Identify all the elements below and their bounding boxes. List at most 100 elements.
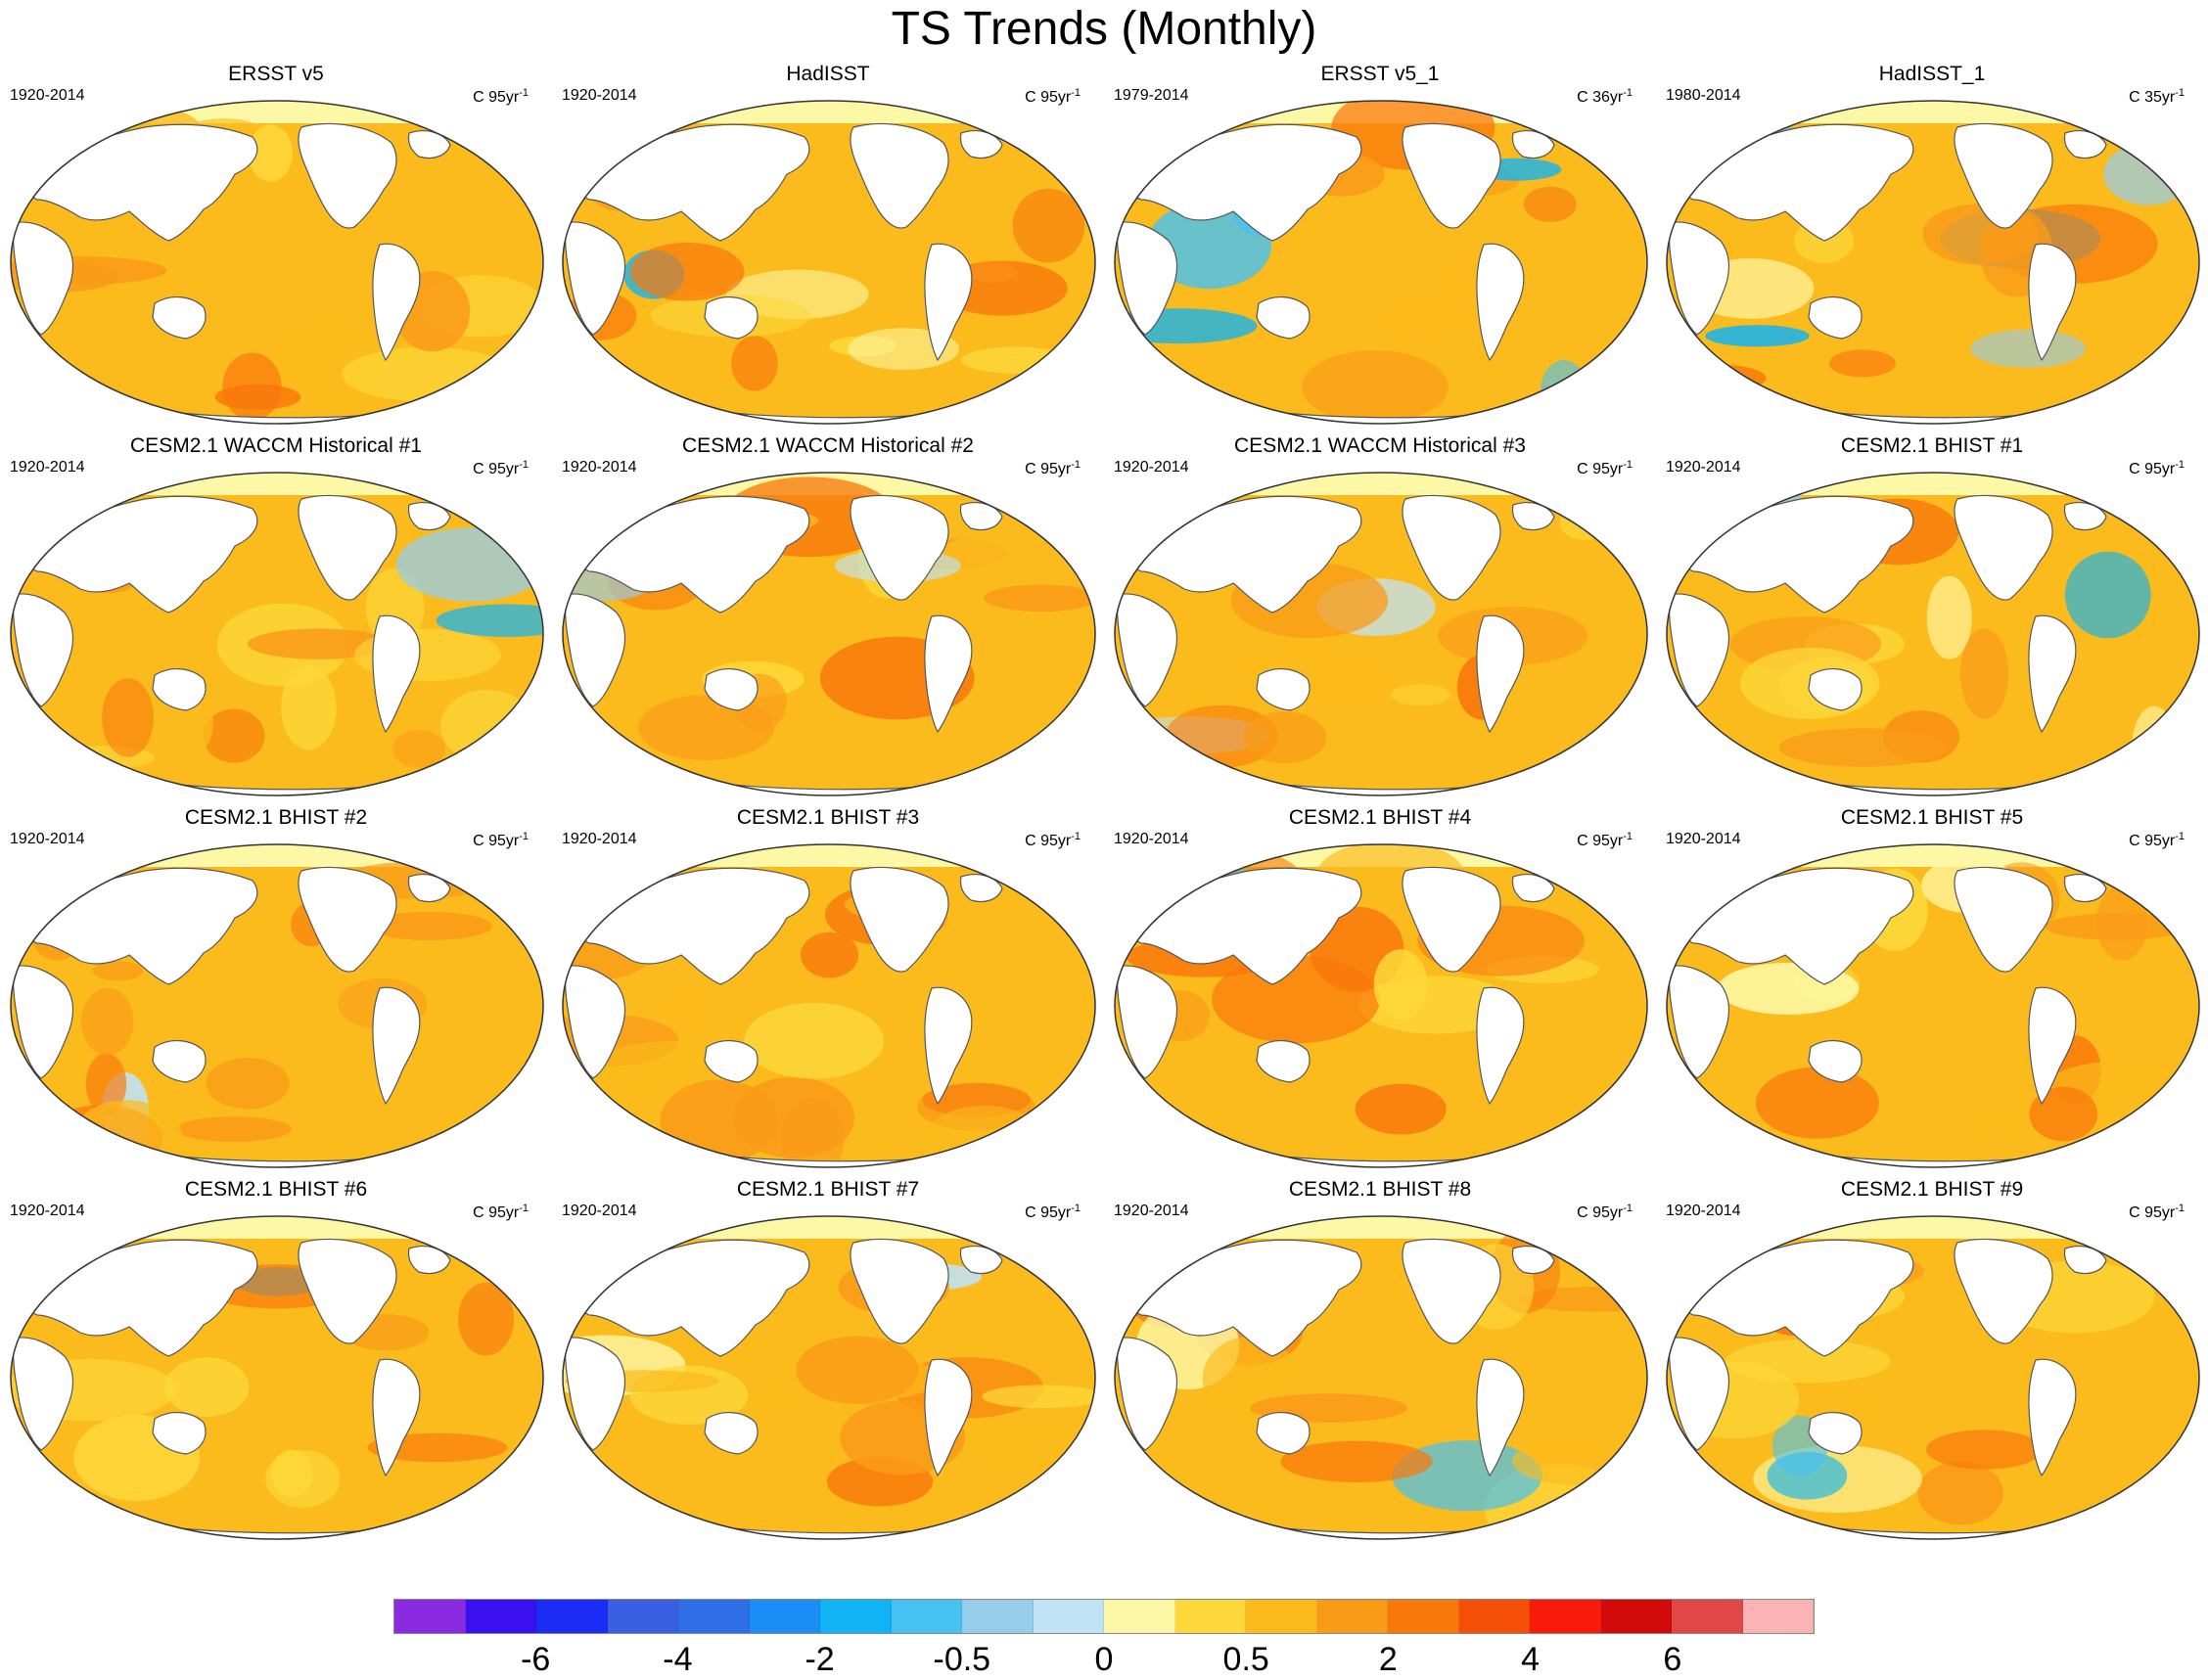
arctic-band	[1667, 101, 2199, 123]
panel-unit-base: C 95yr	[1025, 1204, 1072, 1221]
panel-unit: C 95yr-1	[1025, 826, 1081, 852]
panel-unit: C 95yr-1	[1577, 826, 1633, 852]
robinson-map	[10, 472, 544, 796]
land-mass	[1116, 221, 1178, 336]
trend-anomaly-region	[248, 124, 294, 182]
trend-anomaly-region	[1667, 364, 1767, 392]
land-mass	[704, 1040, 759, 1083]
land-mass	[2028, 1358, 2077, 1477]
panel-title: ERSST v5_1	[1320, 63, 1440, 85]
arctic-band	[11, 1216, 543, 1239]
land-mass	[1256, 1040, 1311, 1083]
land-mass	[1116, 1337, 1178, 1451]
panel-title: HadISST	[786, 63, 870, 85]
trend-anomaly-region	[1947, 1324, 1995, 1373]
land-mass	[1256, 668, 1311, 711]
panel-unit-exponent: -1	[519, 87, 529, 99]
robinson-map	[1666, 1215, 2200, 1540]
map-panel: CESM2.1 BHIST #2 1920-2014 C 95yr-1	[0, 802, 552, 1174]
map-panel: ERSST v5_1 1979-2014 C 36yr-1	[1104, 59, 1656, 431]
trend-anomaly-region	[1212, 955, 1380, 1044]
map-border	[10, 100, 544, 425]
arctic-band	[11, 101, 543, 123]
trend-anomaly-region	[214, 384, 301, 410]
arctic-band	[1667, 1216, 2199, 1239]
panel-unit-exponent: -1	[2175, 1203, 2185, 1214]
panel-unit-exponent: -1	[2175, 87, 2185, 99]
land-mass	[1129, 867, 1362, 985]
panel-title: CESM2.1 BHIST #1	[1840, 434, 2024, 457]
land-mass	[152, 668, 207, 711]
colorbar	[393, 1599, 1815, 1634]
land-mass	[924, 614, 973, 734]
arctic-band	[11, 844, 543, 867]
map-border	[562, 100, 1096, 425]
land-mass	[1681, 495, 1914, 613]
figure-title: TS Trends (Monthly)	[891, 3, 1317, 55]
trend-anomaly-region	[801, 931, 859, 978]
land-mass	[1476, 1358, 1525, 1477]
panel-unit-base: C 35yr	[2129, 89, 2176, 106]
land-mass	[1681, 123, 1914, 242]
arctic-band	[563, 101, 1095, 123]
land-mass	[1476, 243, 1525, 362]
panel-title: CESM2.1 WACCM Historical #1	[130, 434, 422, 457]
panel-unit: C 95yr-1	[1025, 454, 1081, 480]
land-mass	[372, 243, 421, 362]
robinson-map	[10, 843, 544, 1168]
panel-title: CESM2.1 BHIST #8	[1288, 1178, 1472, 1201]
panel-unit-base: C 95yr	[2129, 1204, 2176, 1221]
land-mass	[1402, 494, 1501, 601]
colorbar-swatch	[749, 1600, 820, 1633]
panel-title: CESM2.1 BHIST #3	[736, 806, 920, 829]
land-mass	[152, 296, 207, 340]
panel-unit-exponent: -1	[2175, 831, 2185, 842]
trend-anomaly-region	[1147, 201, 1272, 290]
land-mass	[564, 593, 626, 707]
trend-anomaly-region	[2095, 885, 2148, 961]
land-mass	[1954, 1238, 2053, 1344]
trend-anomaly-region	[638, 695, 775, 760]
trend-anomaly-region	[69, 1100, 184, 1167]
panel-unit-exponent: -1	[1623, 1203, 1633, 1214]
map-panel: ERSST v5 1920-2014 C 95yr-1	[0, 59, 552, 431]
trend-anomaly-region	[81, 987, 134, 1056]
trend-anomaly-region	[2064, 551, 2151, 639]
land-mass	[1116, 593, 1178, 707]
panel-title: CESM2.1 BHIST #6	[184, 1178, 368, 1201]
colorbar-tick-label: -0.5	[933, 1641, 991, 1678]
trend-anomaly-region	[1926, 575, 1972, 659]
colorbar-swatch	[1458, 1600, 1530, 1633]
trend-anomaly-region	[1829, 349, 1896, 378]
panel-period: 1920-2014	[10, 459, 85, 476]
panel-unit-exponent: -1	[1071, 1203, 1081, 1214]
trend-anomaly-region	[780, 1098, 845, 1167]
panel-title: CESM2.1 WACCM Historical #2	[682, 434, 974, 457]
land-mass	[564, 221, 626, 336]
arctic-band	[563, 1216, 1095, 1239]
land-mass	[298, 1238, 397, 1344]
arctic-band	[1115, 473, 1647, 495]
trend-anomaly-region	[1115, 308, 1258, 344]
land-mass	[1129, 495, 1362, 613]
land-mass	[1954, 866, 2053, 973]
panel-unit-exponent: -1	[1623, 459, 1633, 471]
panel-unit-exponent: -1	[519, 1203, 529, 1214]
colorbar-swatch	[962, 1600, 1034, 1633]
map-panel: CESM2.1 BHIST #6 1920-2014 C 95yr-1	[0, 1174, 552, 1546]
trend-anomaly-region	[186, 980, 262, 1032]
land-mass	[12, 965, 74, 1079]
trend-anomaly-region	[1373, 949, 1428, 1021]
panel-unit: C 95yr-1	[473, 826, 529, 852]
panel-period: 1920-2014	[562, 459, 637, 476]
colorbar-swatch	[1388, 1600, 1459, 1633]
trend-anomaly-region	[1705, 325, 1810, 347]
map-border	[1666, 843, 2200, 1168]
arctic-band	[1667, 844, 2199, 867]
map-border	[1114, 472, 1648, 796]
land-mass	[577, 123, 810, 242]
trend-anomaly-region	[1302, 350, 1449, 424]
panel-period: 1920-2014	[1666, 459, 1741, 476]
map-border	[1666, 100, 2200, 425]
panel-unit: C 95yr-1	[1577, 454, 1633, 480]
